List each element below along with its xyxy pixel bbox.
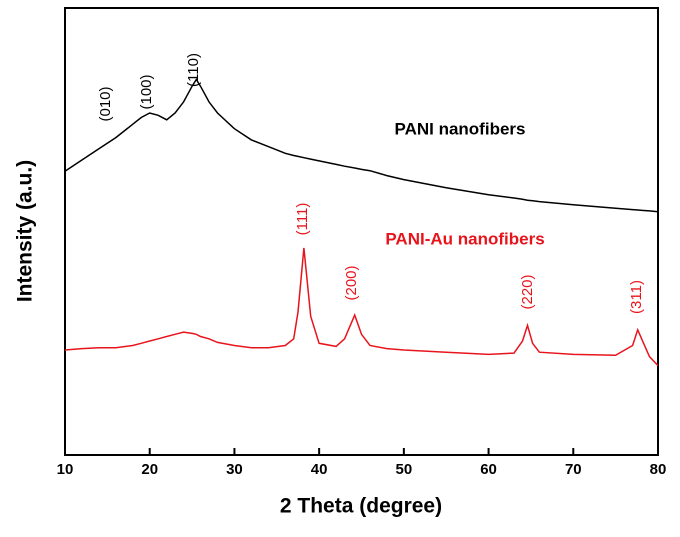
peak-label: (311) bbox=[628, 280, 645, 314]
x-tick-label: 60 bbox=[480, 461, 497, 478]
peak-label: (220) bbox=[519, 274, 536, 309]
y-axis-title: Intensity (a.u.) bbox=[14, 160, 37, 302]
peak-label: (100) bbox=[138, 74, 155, 109]
series-line bbox=[64, 78, 659, 213]
peak-label: (111) bbox=[294, 203, 311, 236]
x-tick-label: 10 bbox=[57, 461, 74, 478]
x-tick-label: 40 bbox=[311, 461, 328, 478]
series-line bbox=[64, 247, 659, 367]
peak-label: (010) bbox=[97, 86, 114, 121]
x-tick-label: 20 bbox=[141, 461, 158, 478]
x-tick-label: 80 bbox=[650, 461, 667, 478]
x-tick-label: 50 bbox=[396, 461, 413, 478]
x-axis-title: 2 Theta (degree) bbox=[280, 495, 442, 518]
series-label: PANI nanofibers bbox=[395, 119, 526, 138]
plot-frame bbox=[64, 7, 659, 456]
series-label: PANI-Au nanofibers bbox=[385, 229, 544, 248]
peak-label: (200) bbox=[343, 265, 360, 300]
x-tick-label: 70 bbox=[565, 461, 582, 478]
x-tick-label: 30 bbox=[226, 461, 243, 478]
peak-label: (110) bbox=[185, 53, 202, 87]
